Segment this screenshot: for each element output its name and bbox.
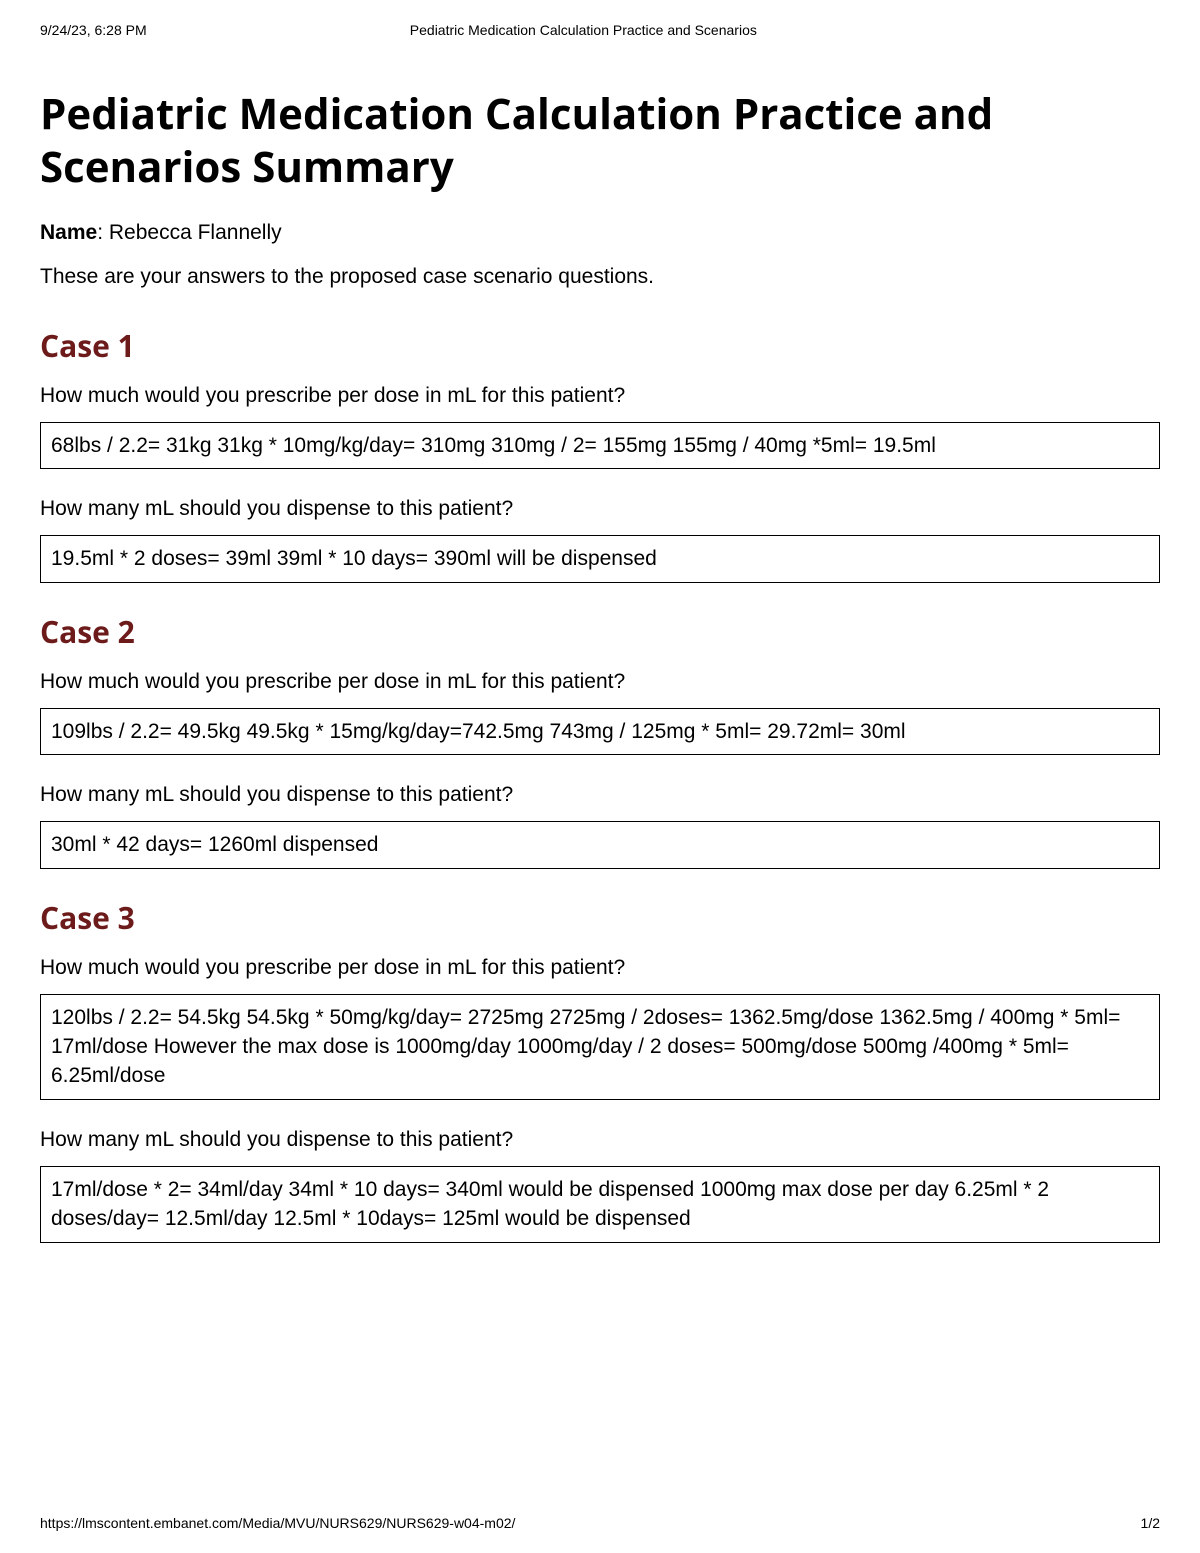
answer-box: 109lbs / 2.2= 49.5kg 49.5kg * 15mg/kg/da… (40, 708, 1160, 755)
print-footer: https://lmscontent.embanet.com/Media/MVU… (40, 1515, 1160, 1531)
intro-text: These are your answers to the proposed c… (40, 265, 1160, 289)
answer-box: 120lbs / 2.2= 54.5kg 54.5kg * 50mg/kg/da… (40, 994, 1160, 1100)
answer-box: 30ml * 42 days= 1260ml dispensed (40, 821, 1160, 868)
case-question: How many mL should you dispense to this … (40, 1128, 1160, 1152)
page-title: Pediatric Medication Calculation Practic… (40, 88, 1160, 193)
footer-url: https://lmscontent.embanet.com/Media/MVU… (40, 1515, 515, 1531)
answer-box: 19.5ml * 2 doses= 39ml 39ml * 10 days= 3… (40, 535, 1160, 582)
case-heading: Case 3 (40, 897, 1160, 938)
footer-page: 1/2 (1141, 1515, 1160, 1531)
name-label: Name (40, 221, 97, 244)
print-doc-title: Pediatric Medication Calculation Practic… (147, 22, 1020, 38)
case-2: Case 2 How much would you prescribe per … (40, 611, 1160, 869)
name-value: : Rebecca Flannelly (97, 221, 281, 244)
case-question: How much would you prescribe per dose in… (40, 670, 1160, 694)
case-1: Case 1 How much would you prescribe per … (40, 325, 1160, 583)
answer-box: 17ml/dose * 2= 34ml/day 34ml * 10 days= … (40, 1166, 1160, 1243)
header-spacer (1020, 22, 1160, 38)
case-3: Case 3 How much would you prescribe per … (40, 897, 1160, 1243)
case-question: How much would you prescribe per dose in… (40, 384, 1160, 408)
print-timestamp: 9/24/23, 6:28 PM (40, 22, 147, 38)
case-question: How many mL should you dispense to this … (40, 497, 1160, 521)
case-heading: Case 1 (40, 325, 1160, 366)
name-line: Name: Rebecca Flannelly (40, 221, 1160, 245)
answer-box: 68lbs / 2.2= 31kg 31kg * 10mg/kg/day= 31… (40, 422, 1160, 469)
print-header: 9/24/23, 6:28 PM Pediatric Medication Ca… (40, 22, 1160, 38)
case-question: How many mL should you dispense to this … (40, 783, 1160, 807)
case-question: How much would you prescribe per dose in… (40, 956, 1160, 980)
case-heading: Case 2 (40, 611, 1160, 652)
